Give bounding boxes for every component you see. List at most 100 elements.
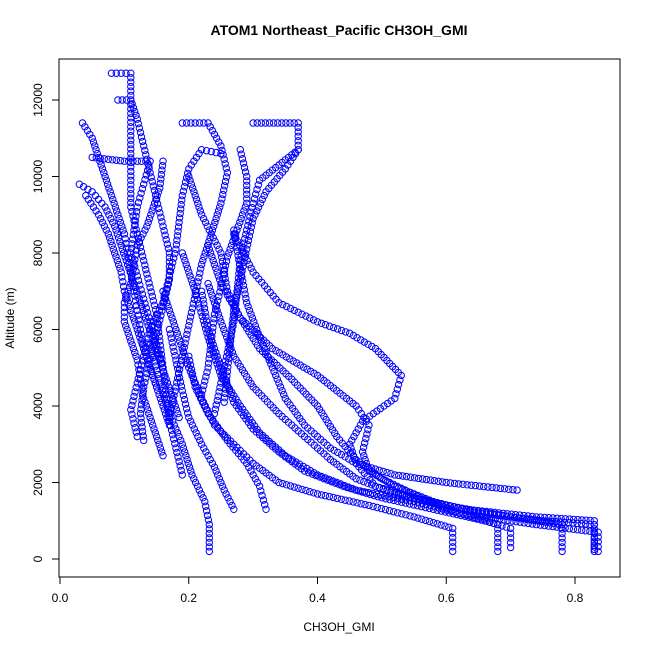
data-point bbox=[294, 119, 302, 127]
data-point bbox=[218, 322, 227, 330]
data-point bbox=[247, 223, 256, 232]
data-point bbox=[329, 323, 338, 332]
data-point bbox=[178, 191, 187, 200]
data-point bbox=[349, 331, 358, 340]
data-point bbox=[230, 226, 238, 234]
data-point bbox=[229, 315, 237, 323]
data-point bbox=[371, 465, 380, 473]
data-point bbox=[237, 214, 245, 223]
data-point bbox=[145, 214, 154, 223]
data-point bbox=[210, 463, 219, 471]
data-point bbox=[142, 352, 151, 360]
data-point bbox=[352, 429, 360, 437]
data-point bbox=[140, 344, 148, 353]
data-point bbox=[175, 413, 183, 422]
data-point bbox=[140, 295, 148, 303]
data-point bbox=[230, 234, 239, 242]
data-point bbox=[171, 402, 179, 410]
data-point bbox=[171, 249, 179, 258]
data-point bbox=[112, 69, 121, 77]
data-point bbox=[129, 230, 138, 239]
data-point bbox=[251, 211, 259, 219]
data-point bbox=[494, 534, 502, 542]
data-point bbox=[159, 157, 167, 165]
data-point bbox=[185, 268, 193, 276]
data-point bbox=[199, 494, 207, 502]
data-point bbox=[119, 226, 127, 234]
data-point bbox=[232, 297, 240, 306]
data-point bbox=[170, 398, 178, 406]
data-point bbox=[194, 278, 202, 286]
data-point bbox=[112, 253, 120, 261]
data-point bbox=[141, 348, 149, 357]
data-point bbox=[197, 260, 206, 269]
data-point bbox=[255, 333, 264, 341]
data-point bbox=[217, 478, 225, 487]
data-point bbox=[165, 253, 174, 262]
data-point bbox=[243, 241, 252, 249]
data-point bbox=[368, 342, 376, 351]
data-point bbox=[222, 164, 231, 172]
data-point bbox=[286, 157, 295, 165]
data-point bbox=[143, 309, 152, 317]
data-point bbox=[254, 181, 262, 189]
data-point bbox=[243, 172, 251, 181]
data-point bbox=[230, 306, 238, 315]
data-point bbox=[348, 457, 357, 465]
data-point bbox=[391, 482, 399, 490]
data-point bbox=[151, 306, 160, 314]
data-point bbox=[345, 455, 353, 463]
data-point bbox=[244, 302, 252, 311]
data-point bbox=[204, 452, 212, 460]
data-point bbox=[414, 474, 423, 483]
data-point bbox=[442, 478, 450, 487]
data-point bbox=[131, 221, 139, 230]
data-point bbox=[170, 347, 178, 356]
data-point bbox=[252, 190, 260, 198]
data-point bbox=[190, 475, 198, 483]
data-point bbox=[136, 409, 145, 418]
data-point bbox=[221, 287, 229, 295]
data-point bbox=[220, 394, 229, 402]
data-point bbox=[364, 340, 372, 348]
data-point bbox=[172, 325, 180, 334]
data-point bbox=[230, 398, 238, 406]
data-point bbox=[213, 360, 221, 368]
data-point bbox=[118, 273, 126, 281]
data-point bbox=[127, 176, 135, 185]
data-point bbox=[127, 244, 136, 253]
data-point bbox=[92, 154, 100, 162]
data-point bbox=[199, 256, 207, 265]
data-point bbox=[402, 472, 411, 481]
data-point bbox=[168, 338, 176, 347]
data-point bbox=[303, 464, 311, 473]
data-point bbox=[178, 196, 186, 204]
data-point bbox=[256, 199, 265, 208]
data-point bbox=[227, 328, 236, 336]
data-point bbox=[461, 505, 470, 513]
data-point bbox=[127, 109, 135, 118]
data-point bbox=[222, 490, 230, 498]
data-point bbox=[220, 186, 228, 194]
data-point bbox=[193, 282, 201, 290]
data-point bbox=[494, 547, 502, 556]
data-point bbox=[176, 361, 185, 369]
data-point bbox=[111, 222, 119, 230]
data-point bbox=[192, 287, 200, 295]
data-point bbox=[127, 127, 135, 135]
data-point bbox=[162, 390, 170, 399]
data-point bbox=[127, 140, 135, 149]
data-point bbox=[365, 501, 373, 510]
data-point bbox=[206, 346, 214, 354]
data-point bbox=[200, 444, 208, 452]
data-point bbox=[428, 498, 436, 507]
data-point bbox=[205, 538, 214, 547]
data-point bbox=[212, 214, 220, 223]
data-point bbox=[528, 512, 536, 521]
data-point bbox=[202, 507, 211, 515]
data-point bbox=[204, 241, 212, 250]
data-point bbox=[221, 261, 230, 270]
data-point bbox=[206, 249, 215, 257]
data-point bbox=[290, 306, 298, 315]
